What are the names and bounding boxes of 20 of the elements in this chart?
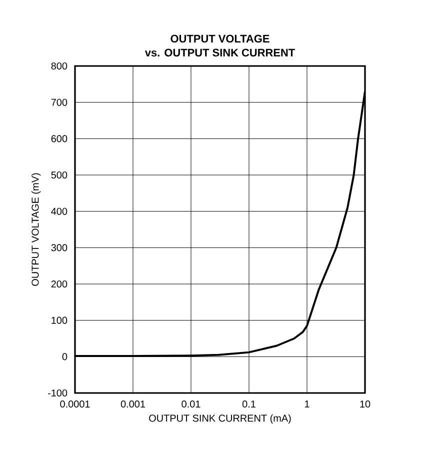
x-tick-label: 0.001 [120, 400, 145, 408]
y-tick-label: 0 [62, 353, 68, 360]
x-tick-label: 10 [360, 400, 370, 408]
y-axis-title: OUTPUT VOLTAGE (mV) [31, 173, 41, 286]
y-tick-label: -100 [48, 389, 68, 397]
x-tick-label: 1 [304, 400, 310, 408]
y-tick-label: 100 [52, 316, 68, 324]
y-tick-label: 800 [51, 62, 68, 70]
y-tick-label: 400 [51, 208, 68, 215]
y-tick-label: 600 [51, 135, 68, 142]
y-tick-label: 500 [51, 171, 68, 179]
x-tick-label: 0.0001 [60, 400, 90, 408]
x-axis-title: OUTPUT SINK CURRENT (mA) [149, 414, 291, 424]
chart-subtitle: vs. OUTPUT SINK CURRENT [144, 48, 295, 57]
chart-title: OUTPUT VOLTAGE [170, 34, 270, 43]
x-tick-label: 0.1 [242, 400, 256, 408]
y-tick-label: 700 [51, 98, 68, 106]
y-tick-label: 200 [51, 280, 68, 288]
y-tick-label: 300 [51, 244, 68, 252]
x-tick-label: 0.01 [182, 400, 200, 408]
